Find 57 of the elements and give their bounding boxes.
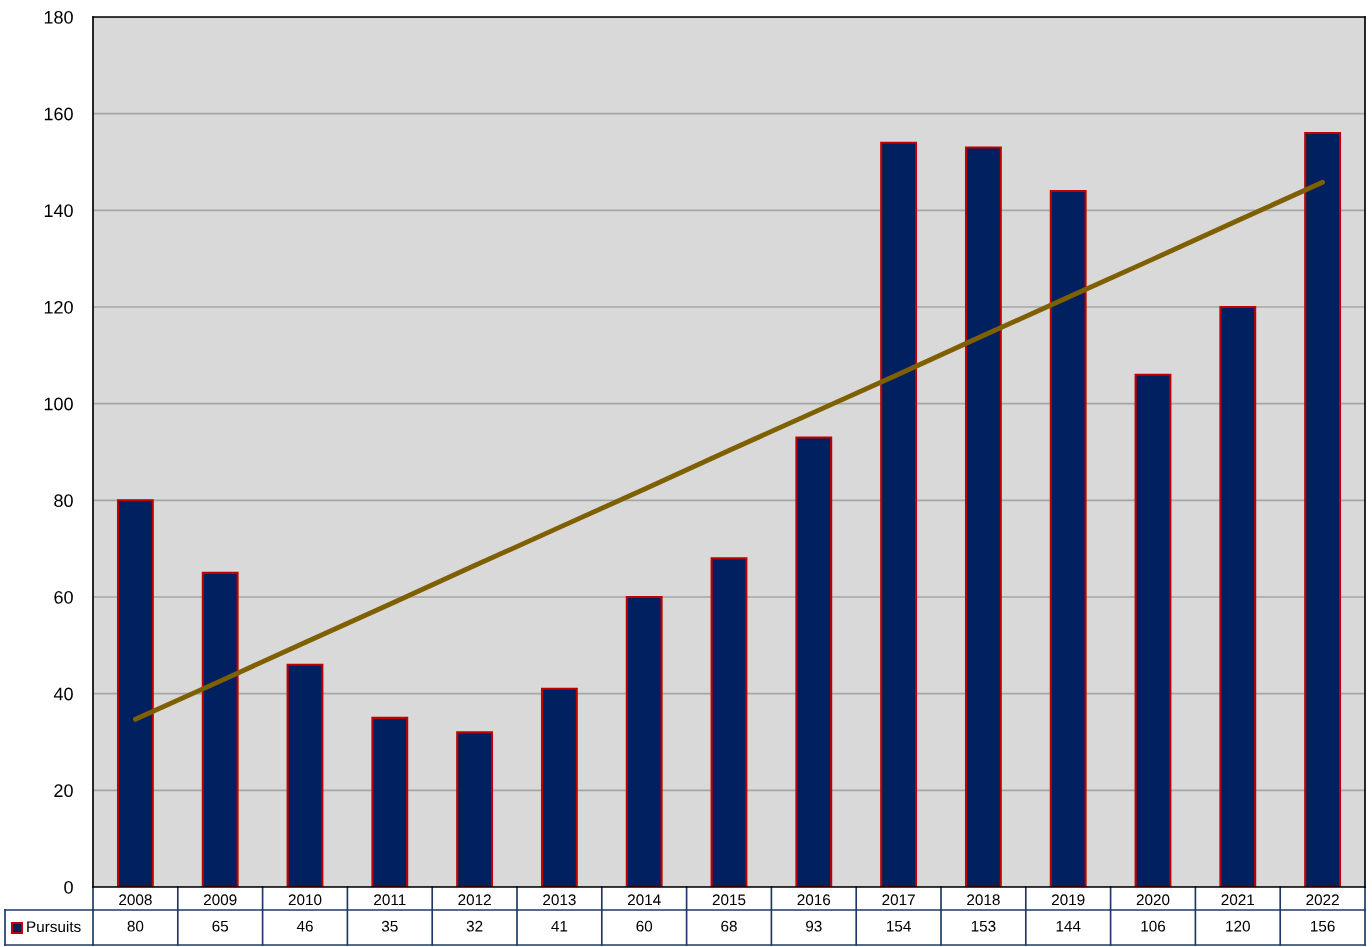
data-label: 153 — [971, 920, 996, 932]
bar — [1219, 305, 1257, 887]
bar — [116, 499, 154, 887]
legend-label: Pursuits — [27, 920, 81, 933]
data-label: 93 — [806, 920, 822, 932]
bar — [625, 595, 663, 887]
data-label: 80 — [127, 920, 144, 932]
bar — [964, 146, 1002, 887]
data-label: 144 — [1056, 920, 1081, 932]
y-tick-label: 60 — [54, 590, 73, 604]
bar — [710, 557, 748, 887]
data-label: 65 — [212, 920, 229, 932]
y-tick-label: 0 — [64, 880, 73, 894]
bar — [456, 731, 494, 887]
data-label: 106 — [1141, 920, 1166, 932]
x-tick-label: 2015 — [712, 894, 746, 906]
x-tick-label: 2021 — [1221, 894, 1255, 906]
x-tick-label: 2011 — [374, 894, 406, 906]
data-label: 154 — [887, 920, 911, 932]
x-tick-label: 2008 — [119, 894, 152, 906]
data-label: 46 — [296, 920, 313, 932]
x-tick-label: 2010 — [288, 894, 322, 906]
data-label: 120 — [1226, 920, 1250, 932]
x-tick-label: 2014 — [627, 894, 661, 906]
x-tick-label: 2018 — [967, 894, 1000, 906]
y-tick-label: 100 — [44, 397, 73, 411]
bar — [1134, 373, 1172, 887]
x-tick-label: 2016 — [797, 894, 831, 906]
y-tick-label: 160 — [44, 107, 73, 121]
bar — [286, 663, 324, 887]
data-label: 41 — [551, 920, 568, 932]
y-tick-label: 80 — [54, 494, 73, 508]
bar — [1049, 189, 1087, 887]
bar — [795, 436, 833, 887]
bar — [540, 687, 578, 887]
data-label: 156 — [1311, 920, 1335, 932]
bar — [201, 571, 239, 887]
data-label: 60 — [636, 920, 653, 932]
y-tick-label: 20 — [54, 784, 73, 798]
data-label: 68 — [721, 920, 737, 932]
x-tick-label: 2012 — [458, 894, 491, 906]
bar — [1304, 131, 1342, 887]
line-series — [132, 179, 1326, 722]
x-tick-label: 2022 — [1306, 894, 1339, 906]
x-tick-label: 2009 — [203, 894, 237, 906]
x-tick-label: 2019 — [1051, 894, 1085, 906]
bar — [371, 716, 409, 887]
bar — [880, 141, 918, 887]
x-tick-label: 2013 — [543, 894, 576, 906]
x-tick-label: 2020 — [1136, 894, 1170, 906]
data-label: 35 — [381, 920, 398, 932]
y-tick-label: 140 — [44, 204, 73, 218]
y-tick-label: 180 — [44, 10, 73, 24]
y-tick-label: 40 — [53, 687, 73, 701]
data-label: 32 — [466, 920, 483, 932]
x-tick-label: 2017 — [882, 894, 915, 906]
y-tick-label: 120 — [44, 300, 73, 314]
